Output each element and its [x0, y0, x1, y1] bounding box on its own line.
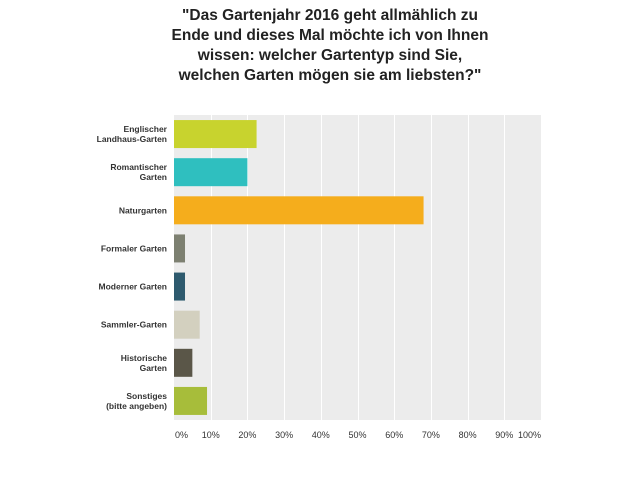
bar	[174, 310, 200, 339]
title-line: wissen: welcher Gartentyp sind Sie,	[197, 47, 463, 64]
bar	[174, 348, 193, 377]
category-label: Formaler Garten	[101, 243, 167, 253]
x-tick-label: 60%	[385, 430, 403, 440]
title-line: Ende und dieses Mal möchte ich von Ihnen	[171, 27, 489, 44]
bar	[174, 234, 186, 263]
x-tick-label: 80%	[459, 430, 477, 440]
category-label: Naturgarten	[119, 205, 167, 215]
bar	[174, 196, 424, 225]
bar	[174, 120, 257, 149]
category-label: Garten	[140, 172, 167, 182]
bar	[174, 158, 248, 187]
x-tick-label: 70%	[422, 430, 440, 440]
x-tick-label: 20%	[238, 430, 256, 440]
title-line: "Das Gartenjahr 2016 geht allmählich zu	[182, 7, 478, 24]
title-line: welchen Garten mögen sie am liebsten?"	[178, 67, 482, 84]
bar	[174, 386, 208, 415]
category-label: Garten	[140, 363, 167, 373]
category-label: Englischer	[124, 124, 168, 134]
x-tick-label: 40%	[312, 430, 330, 440]
chart-title: "Das Gartenjahr 2016 geht allmählich zu …	[150, 6, 510, 86]
category-label: Romantischer	[110, 162, 167, 172]
x-tick-label: 30%	[275, 430, 293, 440]
category-label: Landhaus-Garten	[97, 134, 167, 144]
bar	[174, 272, 186, 301]
category-label: Moderner Garten	[99, 282, 168, 292]
category-label: Historische	[121, 353, 168, 363]
category-label: Sonstiges	[126, 391, 167, 401]
x-tick-label: 50%	[348, 430, 366, 440]
category-label: (bitte angeben)	[106, 401, 167, 411]
x-tick-label: 0%	[175, 430, 188, 440]
x-tick-label: 100%	[518, 430, 541, 440]
x-tick-label: 10%	[202, 430, 220, 440]
x-tick-label: 90%	[495, 430, 513, 440]
category-label: Sammler-Garten	[101, 320, 167, 330]
